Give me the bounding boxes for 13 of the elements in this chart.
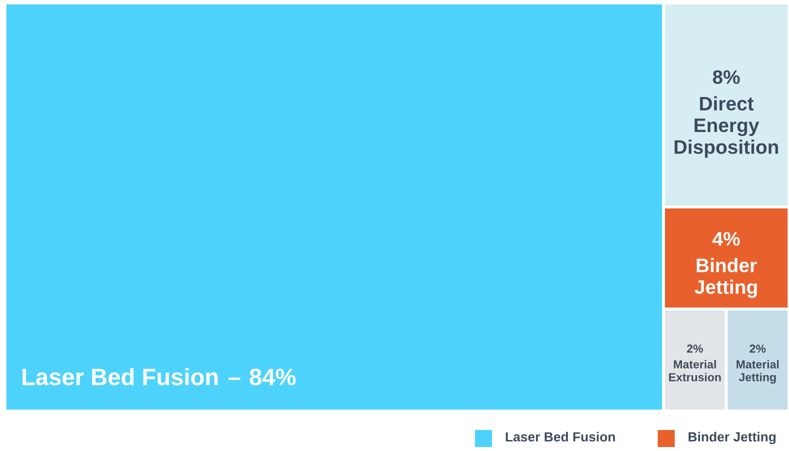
legend-label: Binder Jetting <box>688 432 776 444</box>
category-label: Material Jetting <box>736 360 779 384</box>
category-label: Material Extrusion <box>669 360 721 382</box>
data-label: 4% <box>712 232 740 246</box>
category-label: Binder Jetting <box>694 258 757 298</box>
data-label: 2% <box>686 344 703 353</box>
legend-label: Laser Bed Fusion <box>506 432 615 442</box>
category-label: Direct Energy Disposition <box>674 96 778 158</box>
data-label: 8% <box>712 70 740 84</box>
data-label: 84% <box>250 368 296 386</box>
data-label: 2% <box>750 344 766 353</box>
text: – <box>228 378 240 380</box>
category-label: Laser Bed Fusion <box>22 368 218 386</box>
